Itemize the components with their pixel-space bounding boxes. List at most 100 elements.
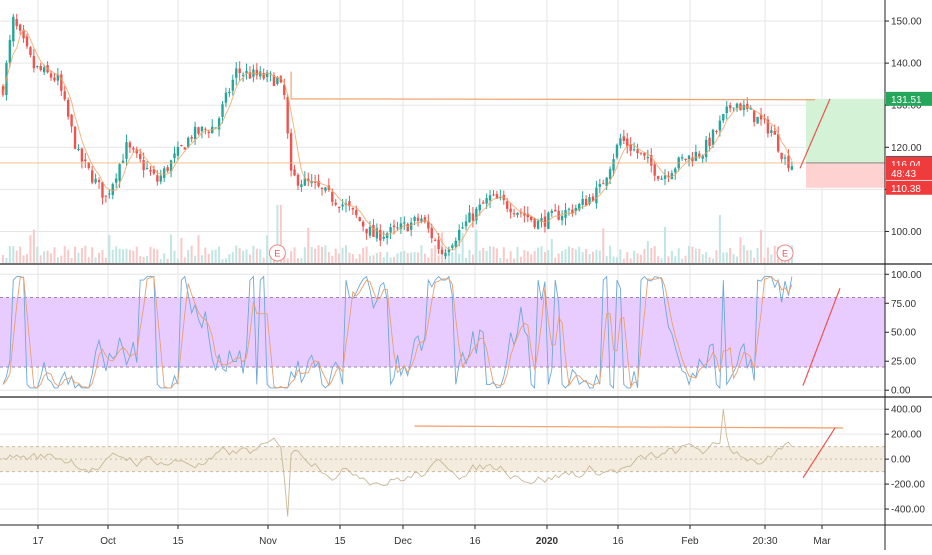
volume-bar	[609, 245, 612, 263]
candle-body	[197, 127, 200, 134]
candle	[193, 121, 197, 145]
candle-body	[156, 175, 159, 182]
volume-bar	[163, 253, 166, 263]
candle	[595, 180, 598, 209]
stochastic-indicator[interactable]	[2, 275, 841, 389]
candle	[728, 102, 732, 113]
volume-bar	[427, 257, 430, 263]
candle	[169, 159, 173, 178]
volume-bar	[619, 249, 622, 263]
cci-indicator[interactable]	[2, 409, 836, 517]
candle-body	[457, 229, 461, 241]
candle-body	[255, 69, 259, 76]
volume-bar	[732, 254, 735, 263]
candle-body	[25, 36, 29, 47]
volume-bar	[564, 249, 567, 263]
volume-bar	[465, 258, 468, 263]
candle	[742, 98, 746, 117]
volume-bar	[334, 248, 337, 263]
candlestick-series[interactable]	[1, 13, 794, 260]
volume-bar	[550, 238, 553, 263]
candle	[646, 149, 650, 164]
candle	[475, 206, 478, 225]
candle-body	[746, 103, 749, 109]
price-tick-label: 120.00	[891, 143, 922, 154]
candle	[735, 102, 739, 112]
candle	[773, 124, 776, 135]
volume-bar	[526, 251, 529, 263]
volume-bar	[190, 245, 193, 263]
candle-body	[636, 149, 639, 154]
candle-body	[283, 84, 286, 96]
volume-bar	[77, 252, 80, 263]
candle-body	[557, 210, 560, 220]
candle-body	[70, 114, 73, 127]
stochastic-axis[interactable]: 100.00 75.00 50.00 25.00 0.00	[885, 270, 922, 397]
candle-body	[780, 152, 783, 160]
time-tick-label: 17	[32, 536, 44, 547]
candle	[488, 189, 492, 208]
candle-body	[307, 178, 310, 182]
candle-body	[372, 224, 375, 237]
time-axis[interactable]: 17 Oct 15 Nov 15 Dec 16 2020 16 Feb 20:30 Mar	[32, 525, 831, 547]
candle-body	[77, 149, 80, 151]
candle	[56, 67, 60, 86]
candle	[715, 129, 718, 135]
candle	[578, 202, 581, 212]
candle	[722, 113, 725, 124]
candle-body	[118, 164, 121, 181]
candle	[214, 127, 217, 129]
time-tick-label: Oct	[100, 536, 116, 547]
volume-bar	[458, 253, 461, 263]
candle	[581, 191, 584, 209]
long-position-tool[interactable]	[0, 98, 885, 188]
stochastic-band	[0, 297, 885, 368]
volume-bar	[207, 253, 210, 263]
candle	[125, 134, 128, 167]
candle	[101, 182, 104, 205]
earnings-marker[interactable]: E	[776, 244, 794, 262]
trend-lines[interactable]	[290, 71, 844, 429]
volume-bar	[314, 248, 317, 263]
volume-bar	[423, 253, 426, 263]
candle-body	[289, 133, 293, 171]
candle	[530, 216, 533, 223]
candle	[626, 132, 629, 154]
candle-body	[139, 154, 142, 160]
candle-body	[698, 153, 701, 157]
candle-body	[114, 178, 118, 183]
candle	[629, 137, 632, 157]
candle-body	[36, 66, 39, 68]
cci-axis[interactable]: 400.00 200.00 0.00 -200.00 -400.00	[885, 405, 925, 516]
volume-bar	[60, 255, 63, 263]
candle	[454, 237, 457, 249]
candle-body	[694, 151, 698, 161]
candle	[639, 152, 643, 156]
candle-body	[468, 212, 471, 223]
candle-body	[790, 166, 794, 170]
time-tick-label: 15	[172, 536, 184, 547]
volume-bar	[499, 258, 502, 263]
candle-body	[166, 167, 169, 172]
candle	[39, 62, 42, 72]
candle	[457, 224, 461, 247]
candle-body	[53, 77, 56, 81]
volume-bar	[372, 255, 375, 263]
candle	[176, 141, 180, 161]
candle-body	[135, 149, 138, 154]
candle-body	[540, 218, 543, 222]
earnings-marker[interactable]: E	[268, 244, 286, 262]
volume-bar	[104, 257, 107, 263]
candle	[598, 178, 602, 194]
candle-body	[207, 131, 210, 134]
candle	[763, 114, 766, 124]
candle-body	[29, 47, 32, 56]
candle-body	[238, 68, 241, 74]
volume-bar	[537, 247, 540, 263]
